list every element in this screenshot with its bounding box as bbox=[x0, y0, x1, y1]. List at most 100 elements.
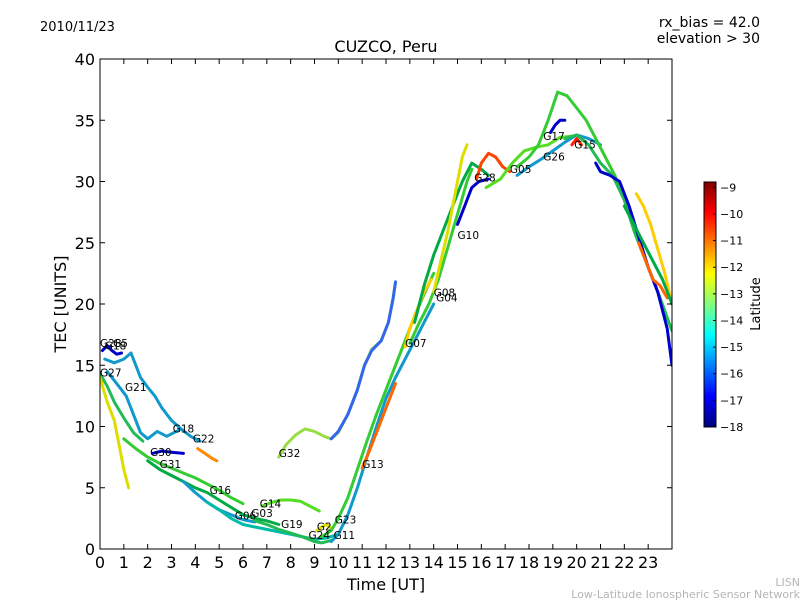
series-line-g18-4 bbox=[105, 369, 183, 441]
series-label-g11: G11 bbox=[334, 530, 356, 542]
series-label-g18: G18 bbox=[105, 340, 127, 352]
series-label-g24: G24 bbox=[309, 530, 331, 542]
series-line-g24-15 bbox=[301, 535, 333, 545]
series-label-g15: G15 bbox=[574, 139, 596, 151]
series-line-g14-11 bbox=[260, 498, 321, 513]
series-label-g04: G04 bbox=[436, 293, 458, 305]
series-label-g32: G32 bbox=[279, 448, 301, 460]
x-tick-label: 20 bbox=[566, 553, 586, 572]
y-tick-label: 35 bbox=[75, 111, 95, 130]
series-line-g04-22 bbox=[408, 167, 474, 345]
series-label-g31: G31 bbox=[160, 459, 182, 471]
y-tick-label: 20 bbox=[75, 295, 95, 314]
axis-ticks: 0 1 2 3 4 5 6 7 8 9 10 11 12 13 14 15 16 17 18 19 20 21 22 2305… bbox=[75, 50, 672, 572]
series-line-unlabeled-35 bbox=[622, 204, 672, 306]
series-label-g05: G05 bbox=[510, 164, 532, 176]
x-tick-label: 17 bbox=[495, 553, 515, 572]
x-axis-label: Time [UT] bbox=[346, 575, 425, 594]
series-label-g26: G26 bbox=[543, 152, 565, 164]
x-tick-label: 9 bbox=[309, 553, 319, 572]
series-line-g28-25 bbox=[475, 151, 512, 181]
colorbar-tick-label: −13 bbox=[720, 288, 743, 301]
x-tick-label: 12 bbox=[376, 553, 396, 572]
series-label-g08: G08 bbox=[434, 288, 456, 300]
series-line-g03-10 bbox=[205, 500, 340, 541]
series-line-g31-7 bbox=[122, 437, 245, 506]
x-tick-label: 11 bbox=[352, 553, 372, 572]
x-tick-label: 10 bbox=[328, 553, 348, 572]
series-label-g14: G14 bbox=[260, 498, 282, 510]
x-tick-label: 15 bbox=[447, 553, 467, 572]
watermark-network: Low-Latitude Ionospheric Sensor Network bbox=[571, 588, 800, 600]
series-label-g17: G17 bbox=[543, 131, 565, 143]
colorbar-label: Latitude bbox=[749, 277, 764, 331]
series-line-g17-28 bbox=[549, 118, 567, 134]
series-line-g26-27 bbox=[515, 133, 602, 177]
series-label-g27: G27 bbox=[100, 367, 122, 379]
series-line-g13-19 bbox=[360, 382, 397, 470]
series-line-g32-14 bbox=[329, 280, 397, 441]
series-line-unlabeled-33 bbox=[634, 192, 672, 306]
x-tick-label: 0 bbox=[95, 553, 105, 572]
series-line-g28-3 bbox=[100, 344, 123, 356]
series-line-g10-24 bbox=[456, 177, 490, 226]
x-tick-label: 16 bbox=[471, 553, 491, 572]
series-line-g08-23 bbox=[432, 143, 469, 294]
series-layer bbox=[100, 90, 672, 545]
series-line-g15-31 bbox=[570, 137, 583, 147]
x-tick-label: 8 bbox=[286, 553, 296, 572]
series-label-g16: G16 bbox=[210, 485, 232, 497]
x-tick-label: 3 bbox=[166, 553, 176, 572]
rx-bias-label: rx_bias = 42.0 bbox=[659, 15, 760, 31]
watermark-lisn: LISN bbox=[775, 576, 800, 589]
x-tick-label: 4 bbox=[190, 553, 200, 572]
elevation-label: elevation > 30 bbox=[657, 31, 760, 47]
y-axis-label: TEC [UNITS] bbox=[51, 256, 70, 354]
series-label-g2: G2 bbox=[317, 522, 332, 534]
series-label-g19: G19 bbox=[281, 519, 303, 531]
series-label-g03: G03 bbox=[251, 508, 272, 520]
series-label-g23: G23 bbox=[335, 514, 357, 526]
series-line-g2-16 bbox=[315, 523, 333, 533]
y-tick-label: 25 bbox=[75, 234, 95, 253]
series-line-unlabeled-34 bbox=[637, 241, 669, 300]
y-tick-label: 15 bbox=[75, 356, 95, 375]
x-tick-label: 23 bbox=[638, 553, 658, 572]
series-line-g16-8 bbox=[146, 459, 281, 526]
x-tick-label: 5 bbox=[214, 553, 224, 572]
series-label-layer: G28G18G5G27G21G18G22G30G31G16G14G06G03G1… bbox=[100, 131, 596, 542]
series-label-g28: G28 bbox=[474, 173, 496, 185]
y-tick-label: 0 bbox=[85, 540, 95, 559]
series-line-g15-30 bbox=[563, 133, 672, 333]
chart-title: CUZCO, Peru bbox=[334, 37, 437, 56]
x-tick-label: 19 bbox=[543, 553, 563, 572]
colorbar-tick-label: −10 bbox=[720, 208, 743, 221]
y-tick-label: 10 bbox=[75, 418, 95, 437]
y-tick-label: 5 bbox=[85, 479, 95, 498]
colorbar-tick-label: −9 bbox=[720, 181, 736, 194]
y-tick-label: 40 bbox=[75, 50, 95, 69]
x-tick-label: 2 bbox=[143, 553, 153, 572]
colorbar-tick-label: −16 bbox=[720, 368, 743, 381]
x-tick-label: 13 bbox=[400, 553, 420, 572]
colorbar-tick-label: −14 bbox=[720, 314, 743, 327]
x-tick-label: 6 bbox=[238, 553, 248, 572]
date-label: 2010/11/23 bbox=[40, 20, 115, 35]
series-label-g06: G06 bbox=[235, 511, 257, 523]
series-label-g21: G21 bbox=[125, 382, 147, 394]
series-line-g27-0 bbox=[100, 372, 145, 443]
series-line-g30-5 bbox=[150, 449, 185, 455]
colorbar bbox=[703, 181, 717, 428]
x-tick-label: 7 bbox=[262, 553, 272, 572]
colorbar-ticks: −9 −10 −11 −12 −13 −14 −15 −16 −17 −18 bbox=[713, 181, 743, 434]
series-label-g18: G18 bbox=[173, 424, 195, 436]
series-label-g07: G07 bbox=[405, 338, 427, 350]
x-tick-label: 18 bbox=[519, 553, 539, 572]
x-tick-label: 1 bbox=[119, 553, 129, 572]
series-line-unlabeled-32 bbox=[594, 161, 672, 367]
x-tick-label: 22 bbox=[614, 553, 634, 572]
series-line-g11-18 bbox=[329, 302, 436, 544]
y-tick-label: 30 bbox=[75, 173, 95, 192]
colorbar-tick-label: −11 bbox=[720, 235, 743, 248]
